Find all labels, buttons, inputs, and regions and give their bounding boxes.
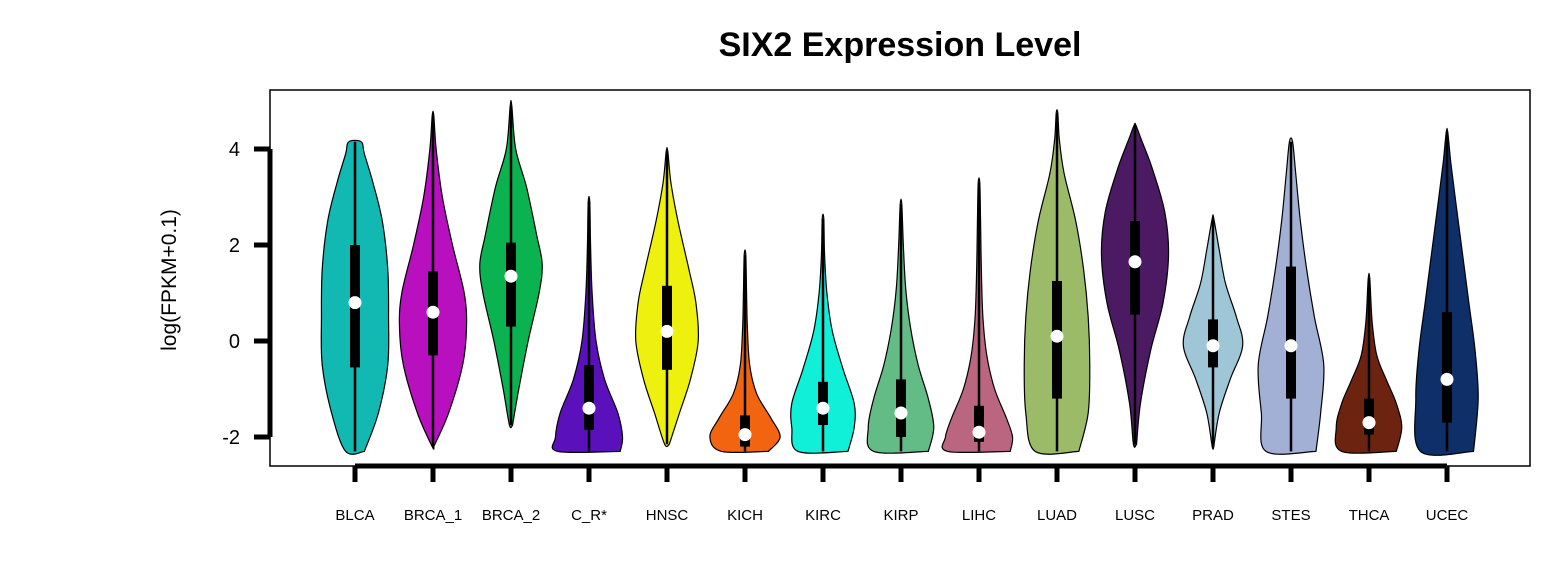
x-tick-label: STES xyxy=(1271,507,1310,524)
median-point xyxy=(1206,339,1220,353)
x-tick-label: PRAD xyxy=(1192,507,1234,524)
median-point xyxy=(738,428,752,442)
x-tick-label: LUSC xyxy=(1115,507,1155,524)
x-tick-label: LUAD xyxy=(1037,507,1077,524)
median-point xyxy=(504,269,518,283)
median-point xyxy=(894,406,908,420)
x-tick-label: BLCA xyxy=(335,507,374,524)
median-point xyxy=(426,305,440,319)
iqr-box xyxy=(1286,266,1296,399)
x-tick-label: BRCA_2 xyxy=(482,507,540,524)
iqr-box xyxy=(506,242,516,327)
y-tick-label: 4 xyxy=(229,139,240,161)
chart-title: SIX2 Expression Level xyxy=(718,26,1082,64)
median-point xyxy=(816,401,830,415)
y-tick-label: 2 xyxy=(229,235,240,257)
iqr-box xyxy=(1442,312,1452,423)
y-tick-label: 0 xyxy=(229,331,240,353)
median-point xyxy=(660,324,674,338)
x-tick-label: HNSC xyxy=(646,507,689,524)
x-tick-label: KIRP xyxy=(883,507,918,524)
iqr-box xyxy=(974,405,984,442)
x-tick-label: C_R* xyxy=(571,507,607,524)
median-point xyxy=(1284,339,1298,353)
x-tick-label: BRCA_1 xyxy=(404,507,462,524)
median-point xyxy=(348,296,362,310)
x-tick-label: THCA xyxy=(1349,507,1390,524)
x-tick-label: LIHC xyxy=(962,507,996,524)
x-tick-label: UCEC xyxy=(1426,507,1469,524)
x-tick-label: KICH xyxy=(727,507,763,524)
iqr-box xyxy=(584,365,594,430)
median-point xyxy=(972,425,986,439)
median-point xyxy=(582,401,596,415)
median-point xyxy=(1050,329,1064,343)
y-tick-label: -2 xyxy=(222,427,240,449)
median-point xyxy=(1128,255,1142,269)
x-tick-label: KIRC xyxy=(805,507,841,524)
median-point xyxy=(1440,372,1454,386)
median-point xyxy=(1362,416,1376,430)
